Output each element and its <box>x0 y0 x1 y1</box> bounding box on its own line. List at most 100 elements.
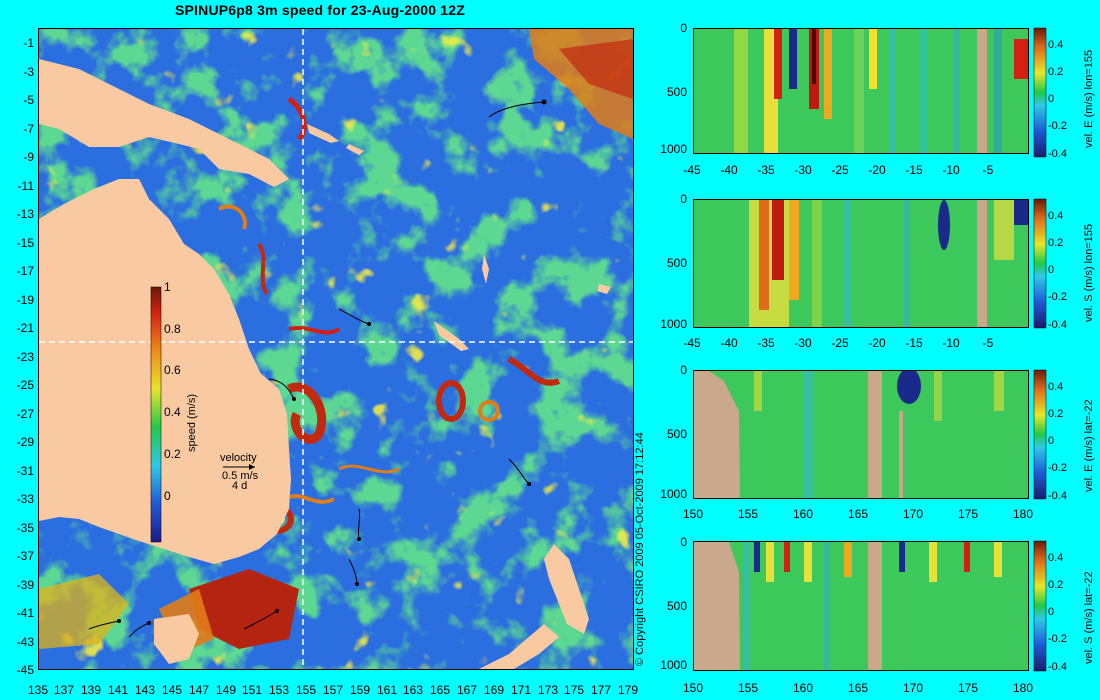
velocity-key-scale: 0.5 m/s <box>222 470 259 482</box>
map-x-tick: 177 <box>590 683 612 697</box>
section-y-tick: 500 <box>666 85 687 99</box>
map-x-tick: 163 <box>402 683 424 697</box>
map-y-tick: -13 <box>16 207 34 221</box>
section-cbar-tick: 0.2 <box>1048 408 1064 420</box>
section-y-tick: 0 <box>680 363 687 377</box>
section-y-tick: 1000 <box>660 658 687 672</box>
section-y-tick: 0 <box>680 535 687 549</box>
section-y-tick: 1000 <box>660 487 687 501</box>
map-y-tick: -21 <box>16 321 34 335</box>
section-cbar-tick: 0 <box>1048 93 1055 105</box>
section-x-tick: 165 <box>847 681 869 695</box>
section-colorbar-2 <box>1033 198 1047 329</box>
section-x-tick: -15 <box>905 163 923 177</box>
map-x-tick: 141 <box>107 683 129 697</box>
map-y-tick: -43 <box>16 635 34 649</box>
section-colorbar-3 <box>1033 369 1047 500</box>
section-x-tick: -30 <box>794 163 812 177</box>
velocity-key-duration: 4 d <box>232 480 248 492</box>
colorbar-tick: 0 <box>164 489 171 503</box>
colorbar-tick: 0.8 <box>164 322 181 336</box>
section-y-tick: 500 <box>666 256 687 270</box>
map-x-tick: 169 <box>483 683 505 697</box>
section-cbar-tick: 0.4 <box>1048 210 1064 222</box>
section-cbar-label: vel. E (m/s) lon=155 <box>1083 49 1095 148</box>
map-y-tick: -7 <box>23 122 34 136</box>
section-x-tick: -10 <box>942 163 960 177</box>
map-y-tick: -45 <box>16 663 34 677</box>
map-y-tick: -25 <box>16 378 34 392</box>
map-x-tick: 151 <box>241 683 263 697</box>
section-x-tick: -35 <box>757 336 775 350</box>
section-y-tick: 1000 <box>660 142 687 156</box>
section-panel-4 <box>693 541 1029 671</box>
section-x-tick: -45 <box>683 163 701 177</box>
section-x-tick: 170 <box>902 681 924 695</box>
section-colorbar-1 <box>1033 27 1047 158</box>
section-x-tick: 155 <box>737 507 759 521</box>
section-colorbars <box>1033 27 1047 672</box>
section-x-tick: 165 <box>847 507 869 521</box>
map-y-tick: -17 <box>16 264 34 278</box>
velocity-key-arrowhead <box>249 464 255 470</box>
section-x-tick: -40 <box>720 336 738 350</box>
map-y-tick: -15 <box>16 236 34 250</box>
section-cbar-tick: 0.4 <box>1048 381 1064 393</box>
section-cbar-tick: 0 <box>1048 435 1055 447</box>
map-x-tick: 139 <box>80 683 102 697</box>
map-y-tick: -5 <box>23 93 34 107</box>
section-x-tick: -30 <box>794 336 812 350</box>
section-x-tick: 150 <box>682 507 704 521</box>
colorbar-label: speed (m/s) <box>186 393 198 452</box>
map-x-tick: 165 <box>429 683 451 697</box>
colorbar-tick: 0.4 <box>164 405 181 419</box>
map-x-tick: 143 <box>134 683 156 697</box>
section-cbar-tick: -0.4 <box>1048 319 1067 331</box>
speed-map <box>38 28 634 670</box>
section-field-3 <box>694 371 1028 498</box>
section-cbar-tick: -0.2 <box>1048 633 1067 645</box>
section-x-tick: -45 <box>683 336 701 350</box>
map-y-tick: -31 <box>16 464 34 478</box>
map-x-tick: 153 <box>268 683 290 697</box>
section-colorbar-4 <box>1033 540 1047 672</box>
section-field-1 <box>694 29 1028 153</box>
section-y-tick: 0 <box>680 21 687 35</box>
colorbar-tick: 0.6 <box>164 363 181 377</box>
section-x-tick: 155 <box>737 681 759 695</box>
section-panel-1 <box>693 28 1029 154</box>
velocity-key-label: velocity <box>220 452 257 464</box>
map-y-tick: -27 <box>16 407 34 421</box>
map-x-tick: 161 <box>376 683 398 697</box>
section-y-tick: 500 <box>666 427 687 441</box>
map-y-tick: -3 <box>23 65 34 79</box>
map-x-tick: 135 <box>27 683 49 697</box>
section-cbar-tick: 0 <box>1048 264 1055 276</box>
map-x-tick: 159 <box>349 683 371 697</box>
section-x-tick: -5 <box>982 336 994 350</box>
section-cbar-tick: -0.4 <box>1048 661 1067 673</box>
section-x-tick: -25 <box>831 336 849 350</box>
map-y-tick: -37 <box>16 549 34 563</box>
section-x-tick: -40 <box>720 163 738 177</box>
section-x-tick: -20 <box>868 163 886 177</box>
map-x-tick: 167 <box>456 683 478 697</box>
map-x-tick: 173 <box>537 683 559 697</box>
map-x-tick: 147 <box>188 683 210 697</box>
map-y-tick: -9 <box>23 150 34 164</box>
section-x-tick: -10 <box>942 336 960 350</box>
section-cbar-tick: 0 <box>1048 606 1055 618</box>
section-cbar-tick: -0.2 <box>1048 291 1067 303</box>
section-cbar-tick: -0.4 <box>1048 490 1067 502</box>
section-y-tick: 1000 <box>660 317 687 331</box>
section-cbar-tick: 0.4 <box>1048 39 1064 51</box>
section-x-tick: 175 <box>957 681 979 695</box>
speed-colorbar <box>150 286 162 543</box>
section-x-tick: 175 <box>957 507 979 521</box>
section-panel-2 <box>693 199 1029 328</box>
section-cbar-label: vel. E (m/s) lat=-22 <box>1083 399 1095 492</box>
section-cbar-tick: 0.4 <box>1048 552 1064 564</box>
map-x-tick: 157 <box>322 683 344 697</box>
map-title: SPINUP6p8 3m speed for 23-Aug-2000 12Z <box>174 2 466 18</box>
map-y-tick: -29 <box>16 435 34 449</box>
